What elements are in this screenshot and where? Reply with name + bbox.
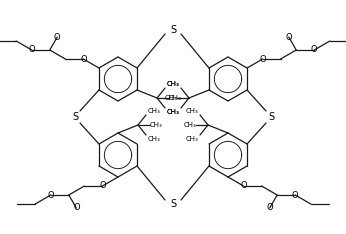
Text: O: O xyxy=(80,55,86,63)
Text: CH₃: CH₃ xyxy=(166,109,179,115)
Text: CH₃: CH₃ xyxy=(149,122,162,128)
Text: S: S xyxy=(72,112,78,122)
Text: CH₃: CH₃ xyxy=(185,108,198,114)
Text: CH₃: CH₃ xyxy=(185,136,198,142)
Text: S: S xyxy=(268,112,274,122)
Text: O: O xyxy=(28,45,35,55)
Text: CH₃: CH₃ xyxy=(148,136,161,142)
Text: O: O xyxy=(311,45,318,55)
Text: O: O xyxy=(292,190,299,200)
Text: O: O xyxy=(240,182,247,190)
Text: CH₃: CH₃ xyxy=(148,108,161,114)
Text: S: S xyxy=(170,25,176,35)
Text: CH₃: CH₃ xyxy=(169,95,181,101)
Text: CH₃: CH₃ xyxy=(165,95,177,101)
Text: O: O xyxy=(266,204,273,212)
Text: O: O xyxy=(47,190,54,200)
Text: CH₃: CH₃ xyxy=(167,81,180,87)
Text: O: O xyxy=(260,55,266,63)
Text: CH₃: CH₃ xyxy=(167,109,180,115)
Text: O: O xyxy=(73,204,80,212)
Text: CH₃: CH₃ xyxy=(166,81,179,87)
Text: CH₃: CH₃ xyxy=(184,122,197,128)
Text: O: O xyxy=(285,33,292,41)
Text: O: O xyxy=(54,33,61,41)
Text: O: O xyxy=(99,182,106,190)
Text: S: S xyxy=(170,199,176,209)
